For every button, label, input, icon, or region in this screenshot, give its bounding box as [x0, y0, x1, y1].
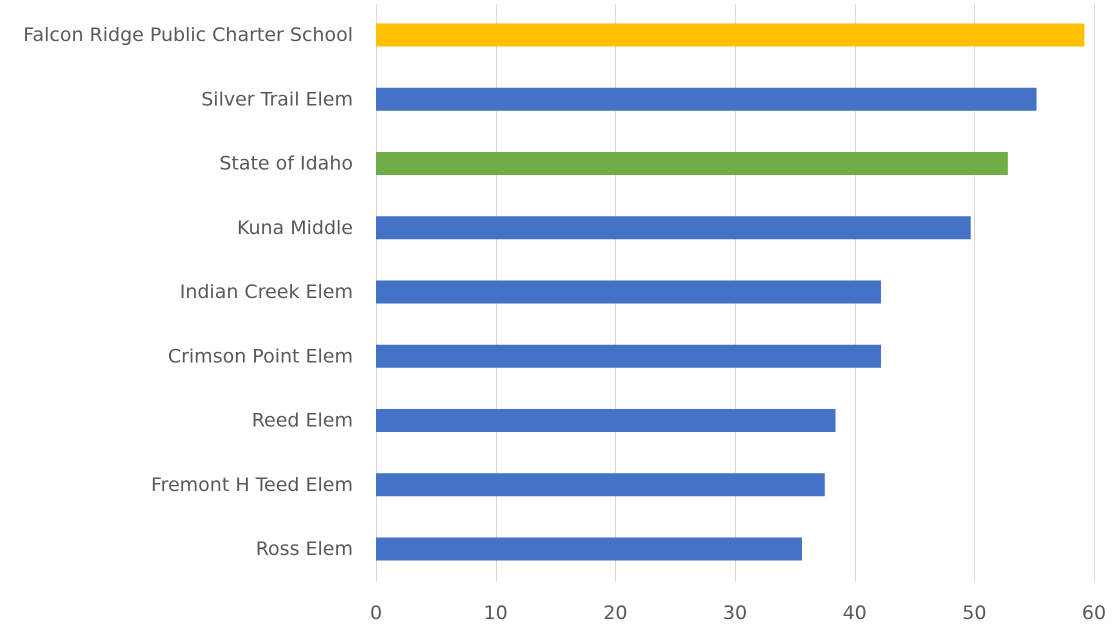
bar — [376, 87, 1037, 111]
category-label: Indian Creek Elem — [180, 281, 353, 303]
x-tick-label: 50 — [962, 602, 986, 624]
category-label: Falcon Ridge Public Charter School — [23, 24, 353, 46]
category-label: Crimson Point Elem — [168, 345, 353, 367]
category-label: Ross Elem — [256, 538, 353, 560]
category-label: Kuna Middle — [237, 217, 353, 239]
bar — [376, 409, 836, 432]
bar — [376, 280, 881, 304]
x-axis-tick-labels: 0 10 20 30 40 50 60 — [370, 602, 1106, 624]
bar — [376, 537, 803, 561]
x-tick-label: 20 — [603, 602, 627, 624]
bar — [376, 152, 1008, 175]
category-labels: Falcon Ridge Public Charter School Silver… — [23, 24, 353, 560]
category-label: Fremont H Teed Elem — [151, 474, 353, 496]
bars — [376, 23, 1085, 561]
x-tick-label: 0 — [370, 602, 382, 624]
bar — [376, 216, 971, 240]
category-label: State of Idaho — [219, 153, 353, 175]
category-label: Reed Elem — [252, 410, 353, 432]
x-tick-label: 60 — [1082, 602, 1106, 624]
bar — [376, 23, 1085, 47]
bar — [376, 344, 881, 368]
category-label: Silver Trail Elem — [201, 88, 353, 110]
x-tick-label: 10 — [484, 602, 508, 624]
x-tick-label: 40 — [843, 602, 867, 624]
x-tick-label: 30 — [723, 602, 747, 624]
bar — [376, 473, 825, 497]
